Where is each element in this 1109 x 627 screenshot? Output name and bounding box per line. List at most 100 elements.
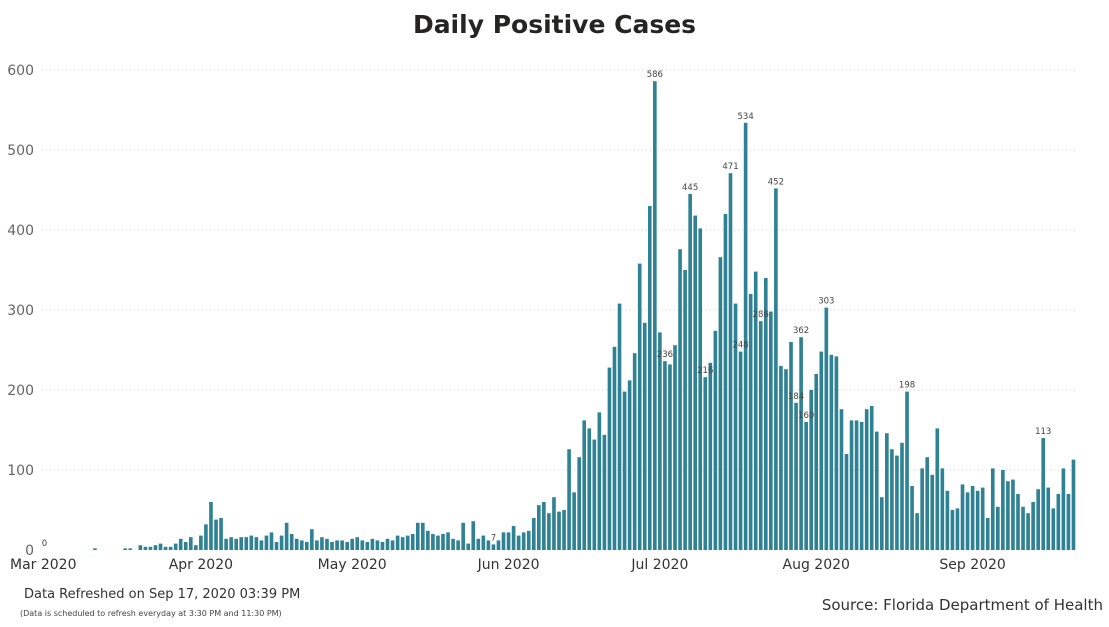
- bar: [178, 538, 183, 550]
- bar: [905, 391, 909, 550]
- bar: [678, 249, 682, 550]
- bar: [138, 545, 143, 550]
- bar: [310, 529, 314, 550]
- bar: [748, 294, 753, 550]
- bar: [1051, 508, 1056, 550]
- bar: [299, 540, 304, 550]
- bar: [194, 545, 198, 550]
- bar: [1036, 489, 1040, 550]
- bar: [854, 420, 859, 550]
- source-text: Source: Florida Department of Health: [821, 596, 1103, 614]
- bar: [320, 537, 324, 550]
- bar: [647, 206, 652, 550]
- bar: [506, 532, 511, 550]
- bar: [542, 502, 546, 550]
- chart-title: Daily Positive Cases: [412, 10, 697, 39]
- refresh-schedule-note: (Data is scheduled to refresh everyday a…: [20, 609, 282, 618]
- bar: [274, 542, 279, 550]
- y-tick-label: 300: [7, 303, 34, 319]
- y-tick-label: 400: [7, 223, 34, 239]
- bar: [637, 263, 642, 550]
- bar: [804, 422, 808, 550]
- bar: [491, 544, 496, 550]
- bar: [874, 431, 879, 550]
- bar: [340, 540, 344, 550]
- bar: [718, 257, 723, 550]
- bar: [143, 546, 148, 550]
- bar: [668, 364, 672, 550]
- bar: [390, 540, 395, 550]
- bar: [839, 409, 844, 550]
- data-label: 236: [657, 350, 673, 360]
- bar: [698, 228, 703, 550]
- x-tick-label: Aug 2020: [783, 557, 850, 573]
- bar: [224, 538, 228, 550]
- x-tick-label: May 2020: [318, 557, 387, 573]
- bar: [547, 513, 551, 550]
- bar: [769, 311, 773, 550]
- bar: [658, 332, 662, 550]
- data-label: 586: [647, 70, 663, 80]
- bar: [653, 81, 657, 550]
- bar: [708, 362, 713, 550]
- bar: [784, 369, 788, 550]
- bar: [415, 522, 420, 550]
- bar: [622, 391, 627, 550]
- bar: [980, 487, 985, 550]
- data-label: 248: [732, 341, 748, 351]
- bar: [844, 454, 849, 550]
- bar: [199, 535, 203, 550]
- bar: [229, 537, 233, 550]
- bar: [420, 522, 425, 550]
- bar: [900, 442, 904, 550]
- bar: [128, 548, 133, 550]
- bar: [965, 492, 970, 550]
- y-axis: 0 100 200 300 400 500 600: [7, 63, 34, 559]
- bar: [673, 345, 677, 550]
- bar: [1006, 481, 1010, 550]
- bar: [814, 374, 819, 550]
- data-label: 216: [697, 366, 713, 376]
- bar: [935, 428, 940, 550]
- bar: [501, 532, 506, 550]
- bar: [1016, 494, 1020, 550]
- data-label: 113: [1035, 427, 1051, 437]
- bar: [683, 270, 687, 550]
- bar: [345, 542, 349, 550]
- data-label: 184: [788, 392, 804, 402]
- bar: [617, 303, 622, 550]
- bar: [642, 322, 647, 550]
- bar: [930, 474, 935, 550]
- bar: [960, 484, 965, 550]
- bar: [1061, 468, 1066, 550]
- bar: [703, 377, 708, 550]
- bar: [249, 535, 254, 550]
- bar: [733, 303, 738, 550]
- data-labels: 0 7 586 236 445 216 471 248 534 286 452 184 362 160 30…: [42, 70, 1052, 549]
- bar: [945, 490, 950, 550]
- bar: [990, 468, 995, 550]
- bar: [723, 214, 728, 550]
- bar: [779, 366, 783, 550]
- bar: [920, 468, 924, 550]
- bar: [607, 367, 612, 550]
- bar: [426, 530, 430, 550]
- bar: [244, 537, 249, 550]
- gridlines: [42, 69, 1076, 471]
- x-tick-label: Apr 2020: [169, 557, 233, 573]
- bar: [375, 540, 380, 550]
- bar: [753, 271, 758, 550]
- data-label: 0: [42, 539, 47, 549]
- bar: [315, 540, 319, 550]
- bar: [970, 486, 975, 550]
- bar: [1071, 459, 1076, 550]
- bar: [809, 390, 814, 550]
- bar: [829, 354, 834, 550]
- bar: [632, 353, 637, 550]
- bar: [526, 530, 531, 550]
- bar: [597, 412, 602, 550]
- data-label: 471: [722, 162, 738, 172]
- bar: [254, 537, 259, 550]
- data-label: 362: [793, 326, 809, 336]
- bar: [461, 522, 465, 550]
